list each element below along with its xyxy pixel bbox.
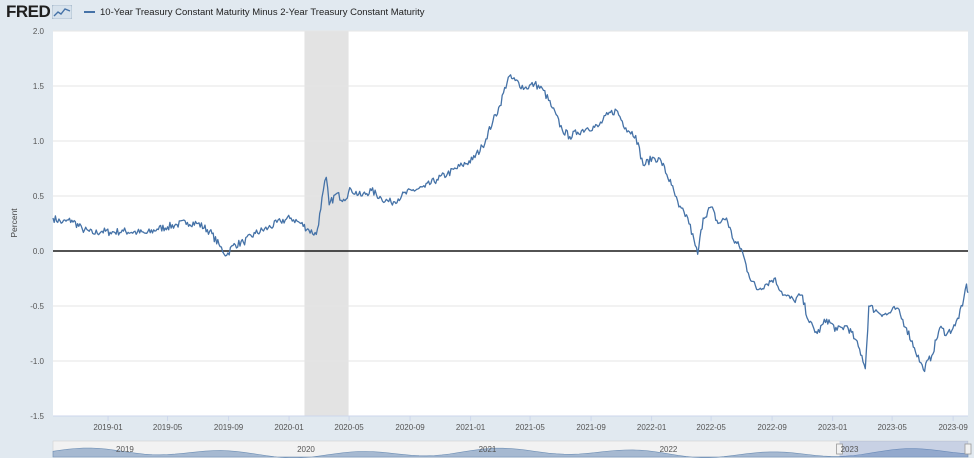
x-tick-label: 2023-01 — [818, 423, 848, 432]
x-tick-label: 2021-05 — [515, 423, 545, 432]
x-tick-label: 2019-01 — [93, 423, 123, 432]
x-tick-label: 2019-09 — [214, 423, 244, 432]
logo-text: FRED — [6, 2, 51, 21]
navigator-handle-right[interactable] — [964, 443, 972, 455]
y-tick-label: -1.0 — [30, 357, 44, 366]
navigator-handle-left[interactable] — [836, 443, 843, 455]
navigator-label: 2023 — [841, 445, 859, 454]
x-axis: 2019-01 2019-05 2019-09 2020-01 2020-05 2020-… — [53, 415, 968, 432]
y-axis: -1.5 -1.0 -0.5 0.0 0.5 1.0 1.5 2.0 — [30, 27, 44, 421]
legend-label: 10-Year Treasury Constant Maturity Minus… — [100, 6, 425, 18]
x-tick-label: 2022-09 — [757, 423, 787, 432]
x-tick-label: 2020-09 — [395, 423, 425, 432]
series-layer — [52, 74, 969, 373]
series-line — [52, 74, 969, 373]
navigator-label: 2021 — [479, 445, 497, 454]
logo-chart-icon — [52, 5, 73, 19]
x-tick-label: 2020-01 — [274, 423, 304, 432]
navigator-selection[interactable] — [839, 441, 968, 457]
navigator-label: 2020 — [297, 445, 315, 454]
plot-background — [53, 31, 968, 416]
navigator-label: 2019 — [116, 445, 134, 454]
y-axis-title: Percent — [9, 208, 19, 238]
x-tick-label: 2022-01 — [637, 423, 667, 432]
x-tick-label: 2020-05 — [334, 423, 364, 432]
y-tick-label: 1.5 — [33, 82, 45, 91]
y-tick-label: -1.5 — [30, 412, 44, 421]
navigator[interactable]: 2019 2020 2021 2022 2023 — [52, 440, 972, 458]
legend[interactable]: 10-Year Treasury Constant Maturity Minus… — [84, 5, 425, 19]
x-tick-label: 2023-09 — [938, 423, 968, 432]
legend-swatch — [84, 11, 95, 13]
navigator-series — [52, 447, 969, 458]
y-tick-label: 1.0 — [33, 137, 45, 146]
navigator-label: 2022 — [660, 445, 678, 454]
y-tick-label: -0.5 — [30, 302, 44, 311]
y-tick-label: 0.0 — [33, 247, 45, 256]
y-tick-label: 0.5 — [33, 192, 45, 201]
x-tick-label: 2019-05 — [153, 423, 183, 432]
x-tick-label: 2023-05 — [877, 423, 907, 432]
recession-layer — [304, 31, 349, 416]
x-tick-label: 2022-05 — [696, 423, 726, 432]
y-tick-label: 2.0 — [33, 27, 45, 36]
recession-band — [304, 31, 349, 416]
x-tick-label: 2021-09 — [576, 423, 606, 432]
chart-header: FRED 10-Year Treasury Constant Maturity … — [0, 0, 974, 24]
x-tick-label: 2021-01 — [456, 423, 486, 432]
fred-logo[interactable]: FRED — [6, 2, 73, 22]
